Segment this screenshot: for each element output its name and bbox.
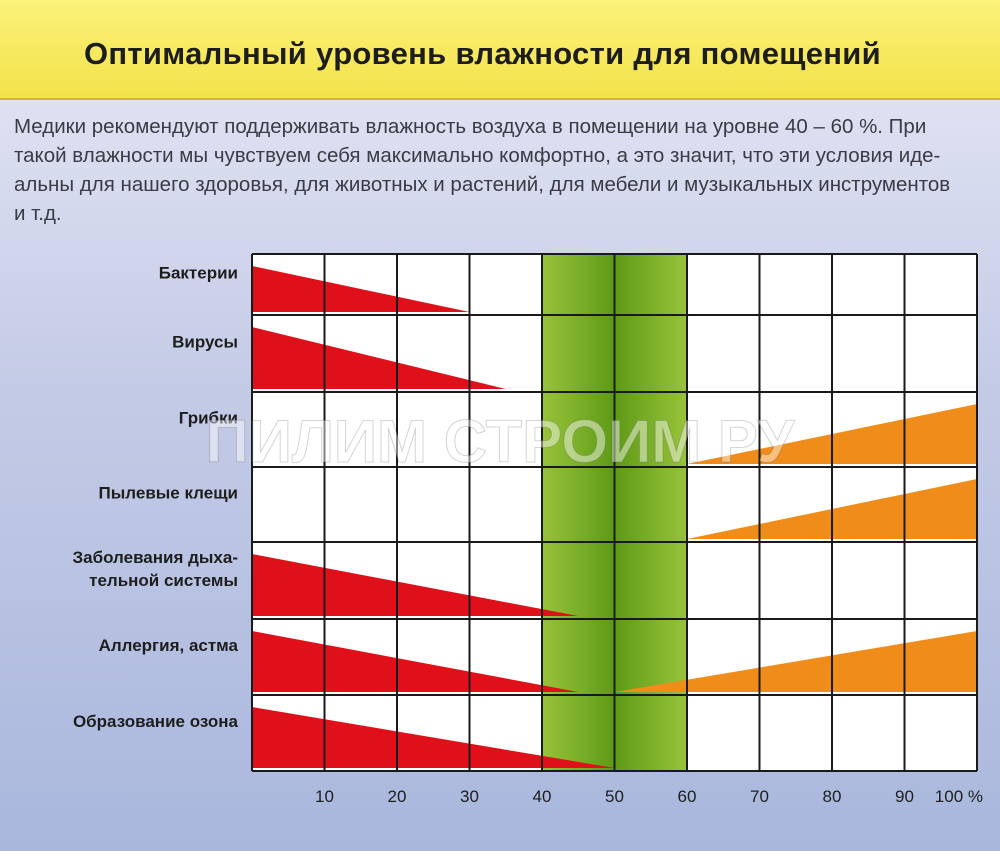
x-tick-label: 60 [678, 787, 697, 806]
intro-line: такой влажности мы чувствуем себя максим… [14, 144, 941, 167]
intro-line: и т.д. [14, 202, 62, 225]
row-label: Вирусы [172, 333, 238, 352]
row-label: Заболевания дыха-тельной системы [72, 548, 238, 590]
risk-wedge-low [252, 327, 506, 389]
risk-wedge-low [252, 631, 579, 692]
intro-paragraph: Медики рекомендуют поддерживать влажност… [14, 112, 984, 228]
x-tick-label: 100 % [935, 787, 983, 806]
x-tick-label: 20 [388, 787, 407, 806]
risk-wedge-low [252, 266, 470, 312]
x-tick-label: 70 [750, 787, 769, 806]
title-banner: Оптимальный уровень влажности для помеще… [0, 0, 1000, 100]
row-label: Бактерии [159, 264, 238, 283]
x-tick-label: 90 [895, 787, 914, 806]
intro-line: Медики рекомендуют поддерживать влажност… [14, 115, 927, 138]
x-tick-label: 50 [605, 787, 624, 806]
intro-line: альны для нашего здоровья, для животных … [14, 173, 951, 196]
x-tick-label: 10 [315, 787, 334, 806]
risk-wedge-low [252, 707, 615, 768]
watermark: ПИЛИМ СТРОИМ РУ [206, 408, 796, 475]
risk-wedge-high [614, 631, 977, 692]
row-label: Пылевые клещи [99, 484, 238, 503]
x-tick-label: 40 [533, 787, 552, 806]
page-title: Оптимальный уровень влажности для помеще… [84, 36, 881, 71]
row-label: Грибки [179, 409, 238, 428]
row-label: Образование озона [73, 712, 239, 731]
x-tick-label: 30 [460, 787, 479, 806]
risk-wedge-low [252, 554, 579, 616]
row-label: Аллергия, астма [99, 636, 239, 655]
x-tick-label: 80 [823, 787, 842, 806]
